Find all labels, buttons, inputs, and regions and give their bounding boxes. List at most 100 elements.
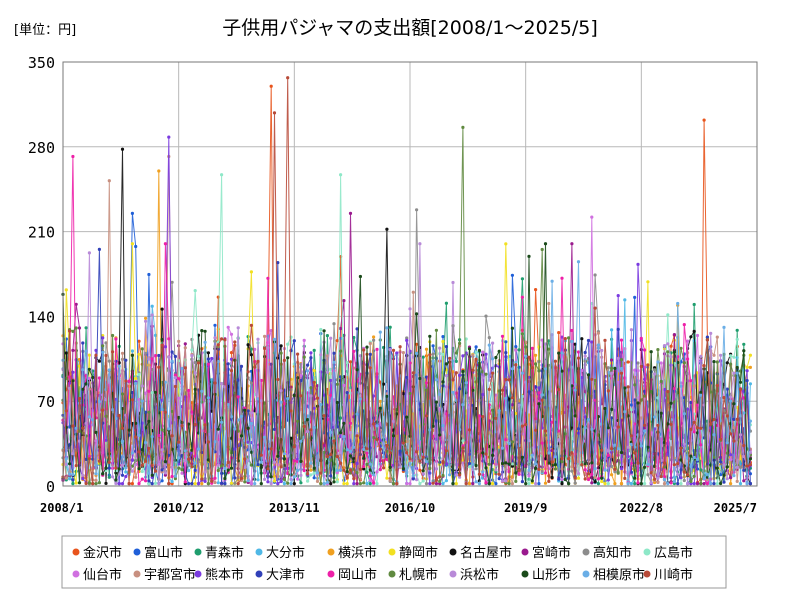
data-point: [557, 477, 561, 481]
data-point: [365, 451, 369, 455]
data-point: [223, 338, 227, 342]
data-point: [401, 351, 405, 355]
data-point: [444, 449, 448, 453]
data-point: [692, 474, 696, 478]
data-point: [732, 355, 736, 359]
x-tick-label: 2010/12: [153, 501, 204, 515]
data-point: [325, 455, 329, 459]
data-point: [415, 312, 419, 316]
data-point: [134, 244, 138, 249]
data-point: [438, 482, 442, 486]
data-point: [137, 402, 141, 406]
data-point: [659, 411, 663, 415]
data-point: [193, 422, 197, 427]
data-point: [689, 479, 693, 484]
legend-marker: [72, 570, 80, 578]
data-point: [71, 482, 75, 486]
data-point: [292, 445, 296, 449]
data-point: [282, 358, 286, 362]
data-point: [196, 361, 201, 365]
data-point: [329, 393, 333, 397]
data-point: [471, 353, 475, 357]
data-point: [114, 466, 118, 470]
legend-label: 青森市: [205, 545, 244, 561]
data-point: [74, 464, 78, 468]
data-point: [619, 450, 624, 455]
data-point: [742, 342, 746, 346]
data-point: [365, 345, 369, 349]
data-point: [309, 464, 313, 468]
data-point: [302, 338, 306, 342]
data-point: [94, 430, 98, 434]
data-point: [355, 482, 359, 486]
x-tick-label: 2022/8: [620, 501, 663, 515]
data-point: [170, 434, 174, 438]
data-point: [368, 352, 372, 356]
data-point: [312, 426, 316, 430]
data-point: [504, 438, 508, 442]
data-point: [725, 361, 729, 365]
data-point: [434, 400, 438, 404]
data-point: [606, 482, 610, 486]
data-point: [639, 444, 643, 448]
data-point: [738, 482, 743, 486]
data-point: [623, 410, 627, 414]
data-point: [547, 301, 551, 306]
data-point: [187, 469, 191, 473]
data-point: [382, 382, 386, 386]
data-point: [226, 468, 230, 472]
data-point: [695, 426, 700, 430]
data-point: [127, 379, 131, 383]
data-point: [458, 341, 462, 345]
data-point: [576, 260, 581, 264]
x-tick-label: 2013/11: [269, 501, 320, 515]
data-point: [725, 414, 729, 418]
data-point: [213, 440, 217, 444]
data-point: [87, 457, 91, 461]
data-point: [352, 482, 356, 486]
data-point: [471, 462, 475, 466]
data-point: [510, 367, 514, 371]
data-point: [196, 354, 201, 358]
data-point: [415, 208, 419, 212]
data-point: [282, 457, 286, 461]
data-point: [408, 457, 412, 461]
data-point: [530, 346, 534, 350]
data-point: [560, 477, 564, 481]
data-point: [603, 468, 607, 472]
data-point: [120, 439, 125, 443]
data-point: [120, 473, 125, 477]
data-point: [616, 294, 620, 298]
data-point: [606, 478, 610, 482]
data-point: [87, 376, 91, 380]
data-point: [120, 426, 125, 430]
data-point: [725, 441, 729, 445]
data-point: [610, 366, 614, 370]
data-point: [504, 377, 508, 382]
data-point: [372, 473, 376, 477]
data-point: [210, 356, 214, 361]
legend-label: 大分市: [266, 545, 305, 561]
data-point: [666, 350, 670, 354]
data-point: [348, 449, 353, 454]
data-point: [309, 473, 313, 477]
data-point: [180, 366, 184, 371]
data-point: [299, 481, 303, 485]
legend-label: 金沢市: [83, 545, 122, 561]
data-point: [229, 481, 234, 485]
data-point: [507, 462, 511, 466]
data-point: [269, 482, 273, 486]
data-point: [405, 451, 409, 455]
data-point: [692, 329, 696, 333]
data-point: [101, 344, 105, 348]
data-point: [124, 379, 128, 383]
data-point: [375, 424, 379, 428]
data-point: [170, 465, 174, 469]
data-point: [461, 369, 465, 374]
data-point: [64, 457, 68, 461]
data-point: [339, 349, 343, 353]
data-point: [299, 473, 303, 477]
data-point: [524, 354, 528, 358]
data-point: [550, 460, 554, 464]
data-point: [104, 414, 108, 418]
